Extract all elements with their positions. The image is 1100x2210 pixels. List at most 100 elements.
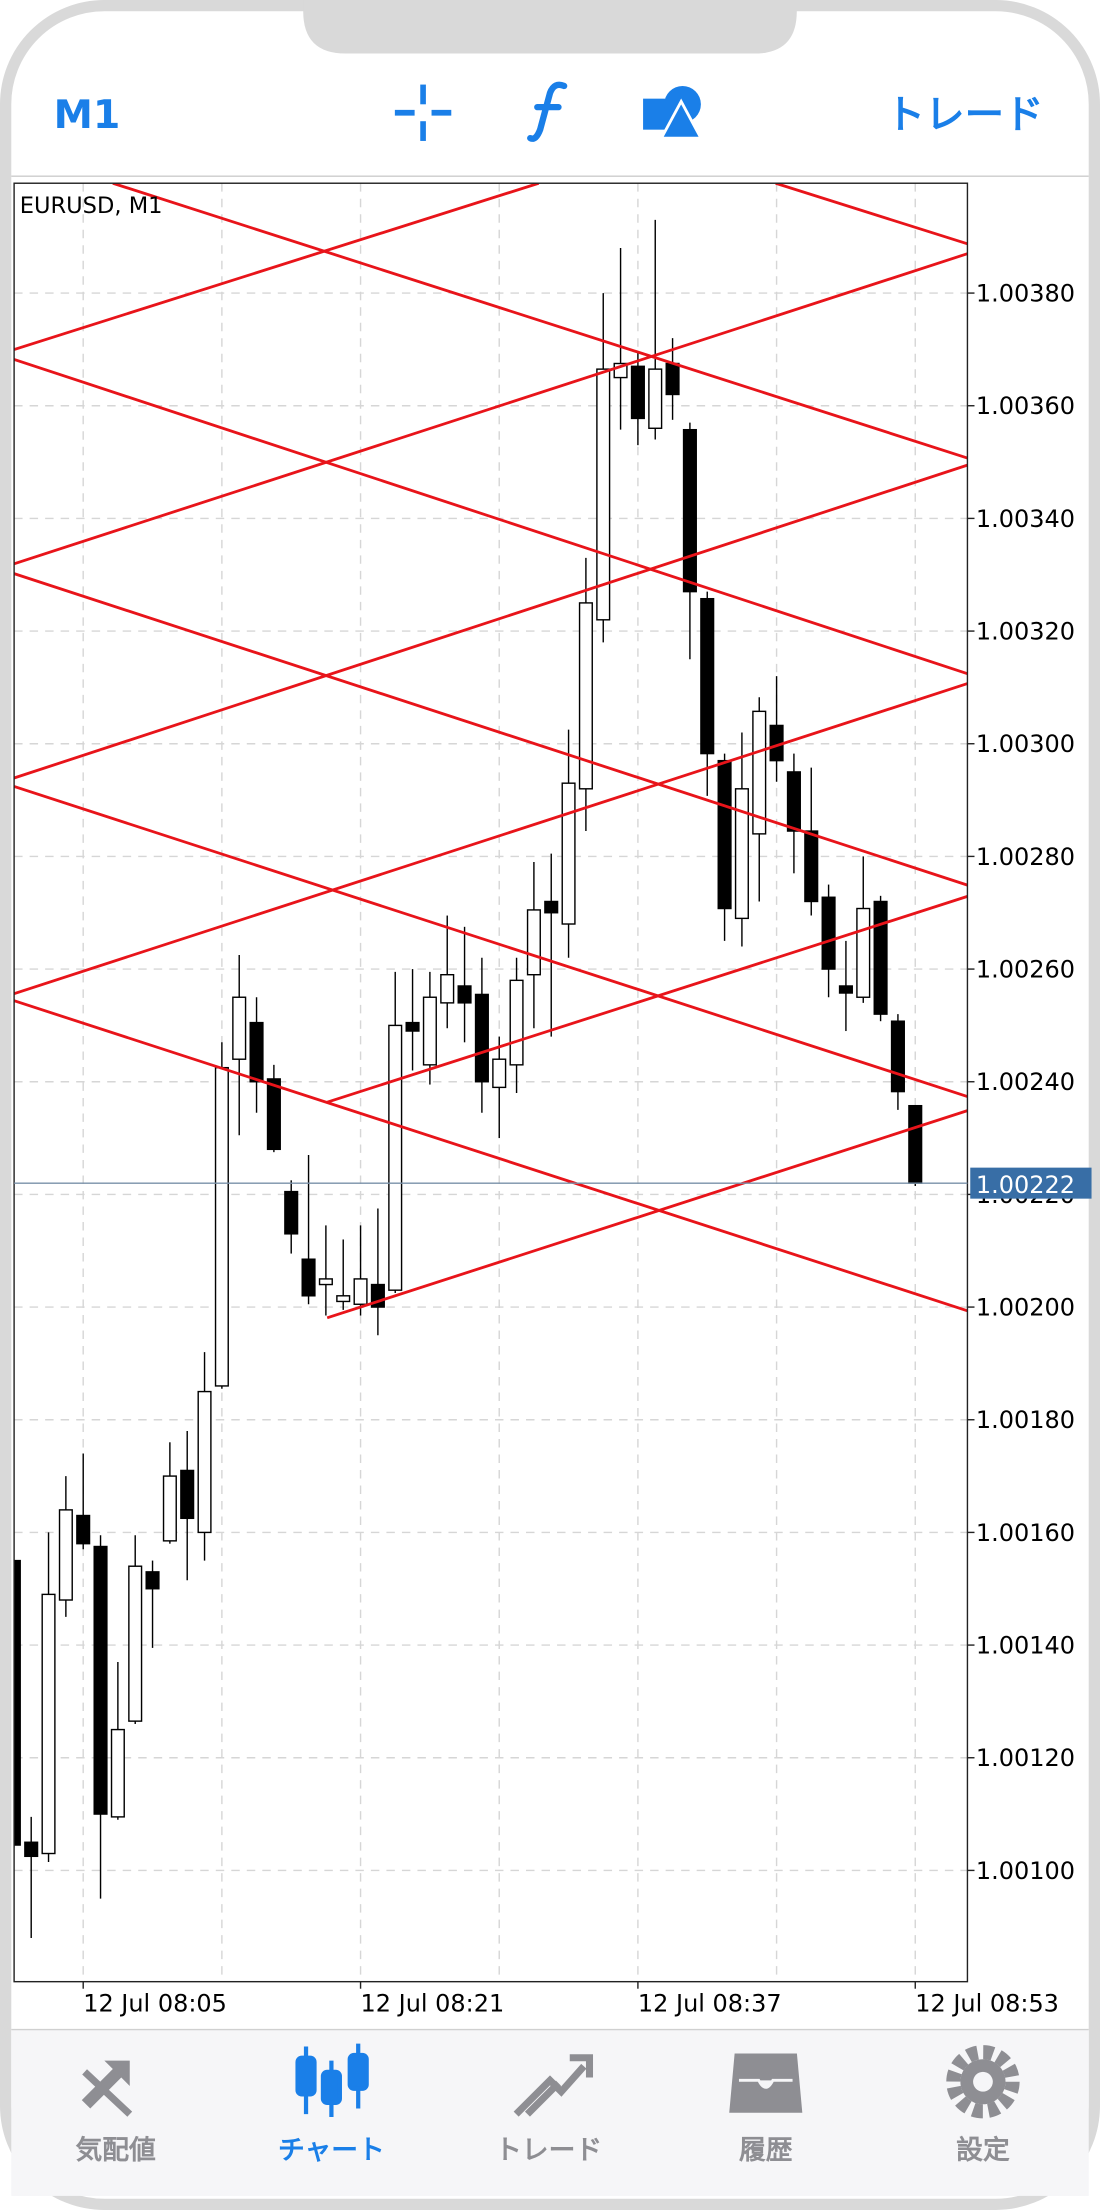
candle-body <box>856 907 871 998</box>
candle-body <box>14 1559 21 1846</box>
objects-icon[interactable] <box>643 85 704 140</box>
candle-body <box>232 996 247 1060</box>
candle-body <box>561 782 576 925</box>
y-tick-label: 1.00240 <box>976 1068 1075 1096</box>
candle-body <box>544 900 559 914</box>
candle-body <box>786 771 801 832</box>
y-tick-label: 1.00100 <box>976 1857 1075 1885</box>
y-tick-label: 1.00320 <box>976 618 1075 646</box>
candle-body <box>128 1565 143 1722</box>
candle-body <box>838 985 853 994</box>
settings-tab-icon[interactable] <box>946 2045 1020 2119</box>
candle-body <box>682 428 697 593</box>
chart: EURUSD, M1 1.00100 1.00120 1.00140 1.00160 1… <box>13 182 1092 2017</box>
trend-line <box>14 682 968 995</box>
candle-body <box>578 602 593 790</box>
candle-body <box>509 979 524 1066</box>
tab-label[interactable]: チャート <box>278 2135 385 2166</box>
history-tab-icon[interactable] <box>726 2050 806 2116</box>
x-tick-label: 12 Jul 08:37 <box>638 1989 782 2017</box>
candle-body <box>821 896 836 970</box>
candle-body <box>76 1514 91 1545</box>
x-tick-label: 12 Jul 08:05 <box>83 1989 227 2017</box>
candle-body <box>405 1021 420 1032</box>
y-tick-label: 1.00300 <box>976 730 1075 758</box>
candle-body <box>180 1469 195 1520</box>
trend-line <box>326 895 968 1104</box>
y-tick-label: 1.00180 <box>976 1406 1075 1434</box>
trend-line <box>14 999 968 1313</box>
trend-line <box>14 785 968 1098</box>
chart-tab-icon[interactable] <box>295 2043 369 2117</box>
candle-body <box>266 1078 281 1151</box>
candle-body <box>24 1841 39 1858</box>
trend-line <box>14 572 968 887</box>
candle-body <box>145 1571 160 1590</box>
candle-body <box>249 1021 264 1083</box>
current-price-box <box>970 1167 1092 1199</box>
trend-line <box>775 183 968 246</box>
candle-body <box>596 368 611 621</box>
candle-body <box>162 1475 177 1542</box>
tab-bar <box>11 2029 1089 2196</box>
trade-tab-icon[interactable] <box>513 2054 594 2117</box>
symbol-label: EURUSD, M1 <box>20 193 163 219</box>
current-price-label: 1.00222 <box>976 1171 1075 1199</box>
candle-body <box>700 597 715 755</box>
y-tick-label: 1.00280 <box>976 843 1075 871</box>
candle-body <box>734 788 749 920</box>
candle-body <box>717 759 732 910</box>
trade-button[interactable]: トレード <box>886 92 1044 138</box>
trend-line <box>14 183 540 351</box>
quotes-icon[interactable] <box>81 2060 133 2117</box>
indicator-icon[interactable] <box>527 81 568 142</box>
candle-body <box>630 365 645 420</box>
candle-body <box>648 368 663 429</box>
candle-body <box>492 1058 507 1089</box>
tab-label[interactable]: 設定 <box>956 2134 1010 2166</box>
y-tick-label: 1.00160 <box>976 1519 1075 1547</box>
tab-label[interactable]: 履歴 <box>739 2135 793 2166</box>
candle-body <box>665 362 680 396</box>
candle-body <box>422 996 437 1066</box>
candle-body <box>908 1104 923 1184</box>
candle-body <box>440 974 455 1004</box>
candle-body <box>457 985 472 1004</box>
candle-body <box>873 900 888 1015</box>
candle-body <box>58 1509 73 1601</box>
y-tick-label: 1.00340 <box>976 505 1075 533</box>
candle-body <box>336 1295 351 1303</box>
candle-body <box>41 1593 56 1855</box>
candle-body <box>388 1024 403 1291</box>
candle-body <box>474 993 489 1083</box>
trend-line <box>14 252 968 566</box>
timeframe-button[interactable]: M1 <box>54 92 121 138</box>
crosshair-icon[interactable] <box>394 84 452 141</box>
trend-channel <box>14 183 968 1320</box>
candle-body <box>284 1190 299 1235</box>
candle-body <box>214 1066 229 1387</box>
y-tick-label: 1.00360 <box>976 392 1075 420</box>
y-tick-label: 1.00120 <box>976 1744 1075 1772</box>
candle-body <box>890 1020 905 1093</box>
candle-body <box>752 710 767 835</box>
candle-body <box>93 1545 108 1815</box>
x-tick-label: 12 Jul 08:53 <box>915 1989 1059 2017</box>
tab-label[interactable]: トレード <box>495 2135 602 2166</box>
y-tick-label: 1.00380 <box>976 280 1075 308</box>
trend-line <box>112 183 968 460</box>
y-tick-label: 1.00140 <box>976 1632 1075 1660</box>
candle-body <box>804 830 819 903</box>
trend-line <box>326 1109 968 1320</box>
y-tick-label: 1.00200 <box>976 1294 1075 1322</box>
candle-body <box>110 1728 125 1818</box>
y-tick-label: 1.00260 <box>976 956 1075 984</box>
x-tick-label: 12 Jul 08:21 <box>361 1989 505 2017</box>
trend-line <box>14 358 968 676</box>
notch <box>303 0 797 54</box>
tab-label[interactable]: 気配値 <box>75 2134 156 2166</box>
